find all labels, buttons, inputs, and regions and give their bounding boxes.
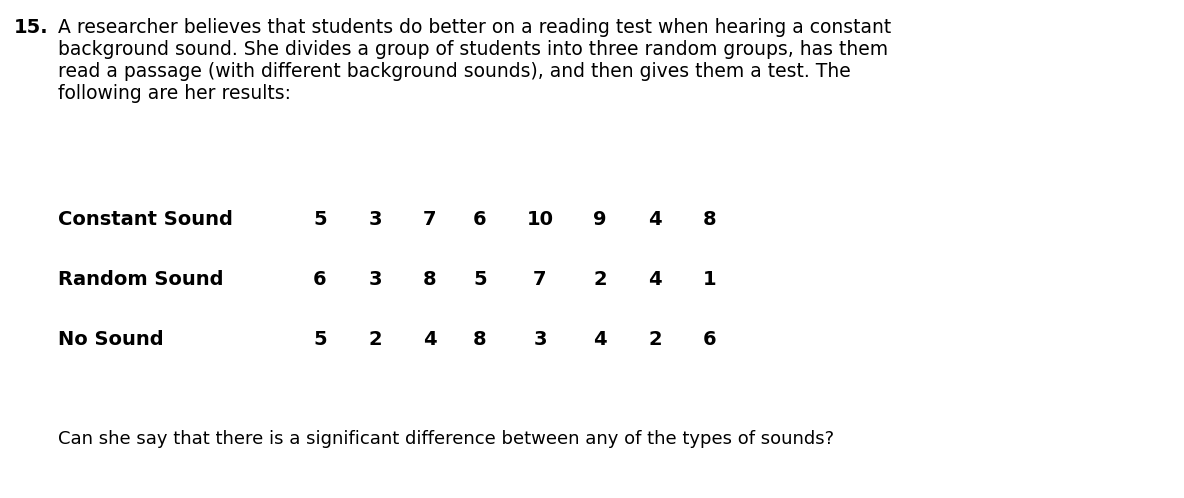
Text: 1: 1: [703, 270, 716, 289]
Text: 10: 10: [527, 210, 553, 229]
Text: 5: 5: [314, 330, 327, 349]
Text: 5: 5: [314, 210, 327, 229]
Text: 4: 4: [593, 330, 607, 349]
Text: A researcher believes that students do better on a reading test when hearing a c: A researcher believes that students do b…: [58, 18, 892, 37]
Text: 3: 3: [533, 330, 547, 349]
Text: read a passage (with different background sounds), and then gives them a test. T: read a passage (with different backgroun…: [58, 62, 851, 81]
Text: 6: 6: [314, 270, 327, 289]
Text: 7: 7: [423, 210, 437, 229]
Text: 4: 4: [423, 330, 437, 349]
Text: Can she say that there is a significant difference between any of the types of s: Can she say that there is a significant …: [58, 430, 834, 448]
Text: 4: 4: [648, 210, 662, 229]
Text: 7: 7: [533, 270, 547, 289]
Text: 2: 2: [648, 330, 662, 349]
Text: 4: 4: [648, 270, 662, 289]
Text: 3: 3: [368, 270, 381, 289]
Text: following are her results:: following are her results:: [58, 84, 291, 103]
Text: background sound. She divides a group of students into three random groups, has : background sound. She divides a group of…: [58, 40, 888, 59]
Text: 2: 2: [593, 270, 607, 289]
Text: 8: 8: [423, 270, 437, 289]
Text: 5: 5: [474, 270, 487, 289]
Text: 2: 2: [368, 330, 381, 349]
Text: Random Sound: Random Sound: [58, 270, 224, 289]
Text: 6: 6: [474, 210, 487, 229]
Text: 8: 8: [703, 210, 716, 229]
Text: 6: 6: [703, 330, 716, 349]
Text: 8: 8: [474, 330, 487, 349]
Text: 3: 3: [368, 210, 381, 229]
Text: Constant Sound: Constant Sound: [58, 210, 233, 229]
Text: 15.: 15.: [14, 18, 49, 37]
Text: No Sound: No Sound: [58, 330, 163, 349]
Text: 9: 9: [593, 210, 606, 229]
